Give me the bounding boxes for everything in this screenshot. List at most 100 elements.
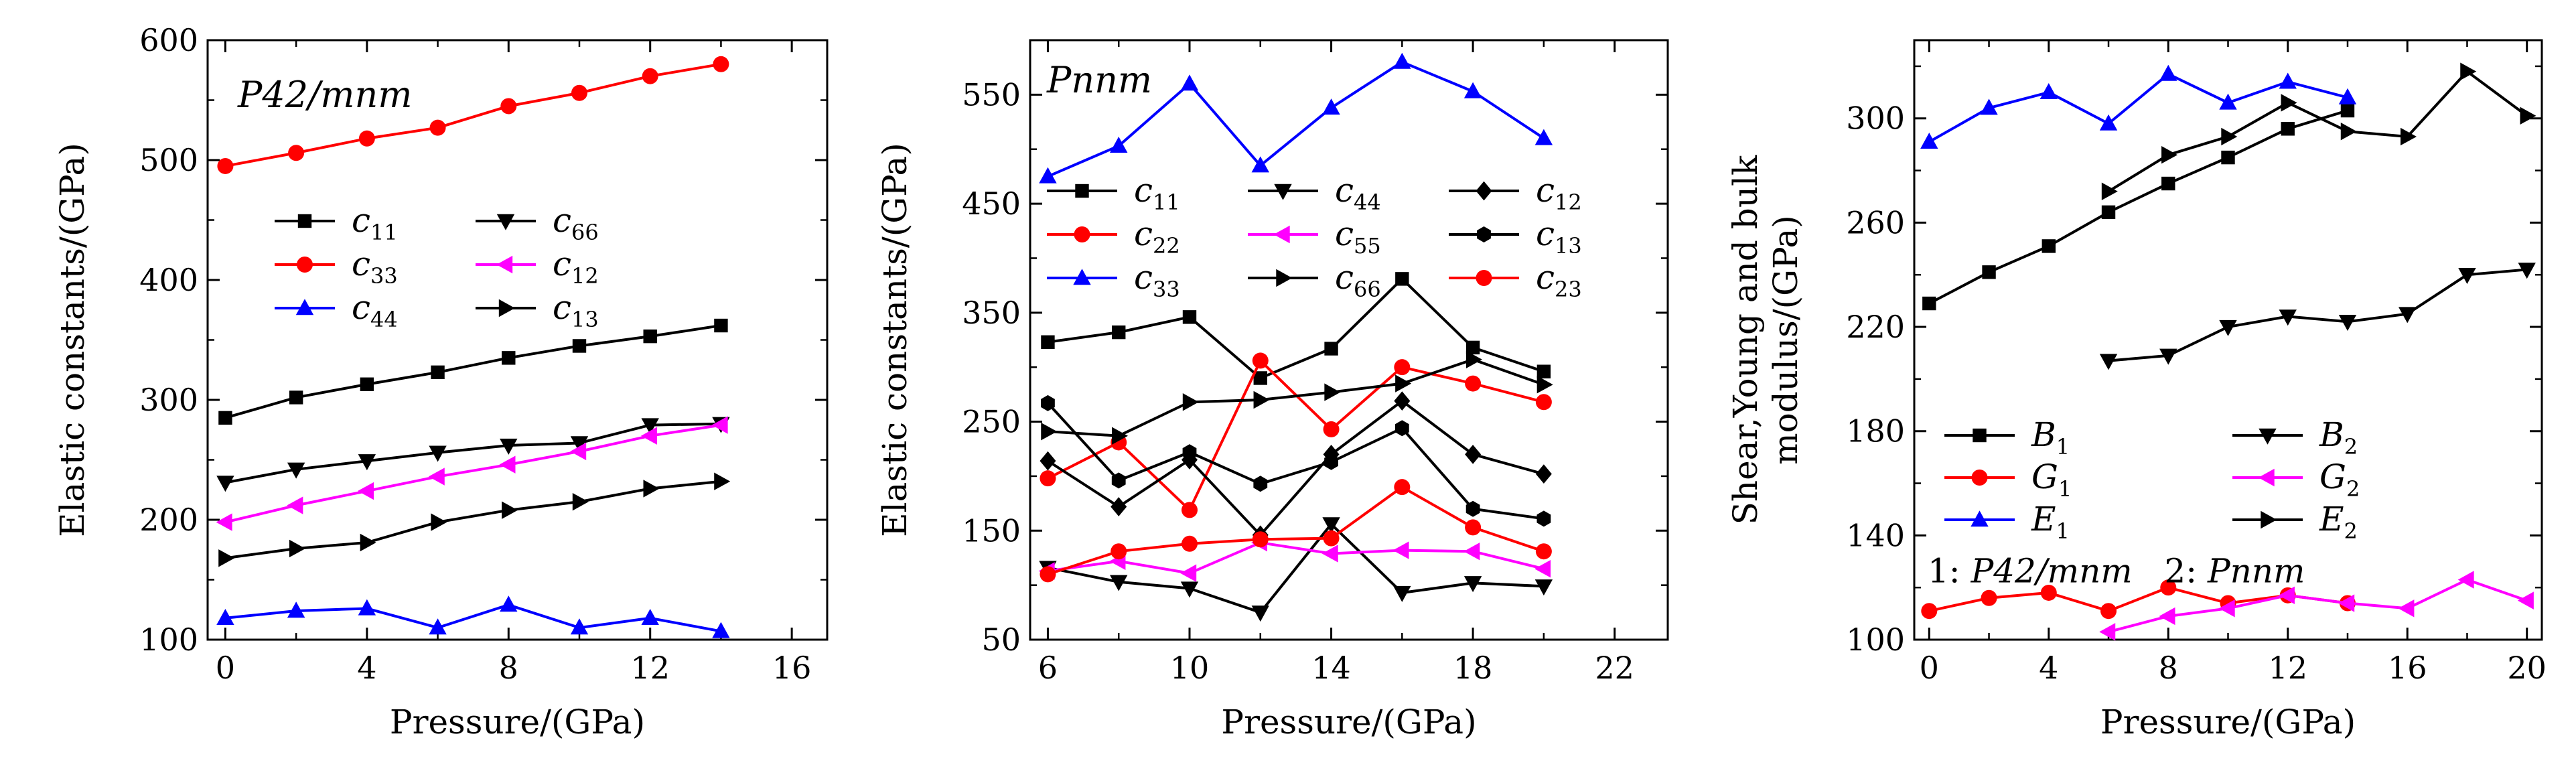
legend-label-B1-subscript: 1 bbox=[2056, 434, 2070, 459]
data-point-c23 bbox=[1040, 566, 1056, 583]
data-point-B2 bbox=[2219, 319, 2237, 336]
legend-label-c22-subscript: 22 bbox=[1153, 233, 1180, 259]
legend-label-G2: G2 bbox=[2319, 457, 2360, 502]
data-point-G2 bbox=[2517, 591, 2534, 610]
legend-label-c44: c44 bbox=[352, 288, 398, 332]
series-c11 bbox=[218, 318, 728, 425]
legend-label-G2-letter: G bbox=[2319, 457, 2346, 496]
legend-label-c33-subscript: 33 bbox=[370, 263, 398, 289]
data-point-E2 bbox=[2340, 122, 2357, 141]
data-point-B2 bbox=[2099, 354, 2118, 370]
series-line-c13 bbox=[1046, 402, 1545, 520]
data-point-c33 bbox=[429, 119, 446, 136]
plot-frame bbox=[1029, 39, 1669, 641]
data-point-c44 bbox=[1251, 606, 1269, 622]
legend-marker-G1 bbox=[1971, 470, 1988, 486]
data-point-c33 bbox=[1039, 167, 1057, 184]
series-c33 bbox=[1039, 52, 1553, 184]
data-point-c66 bbox=[1182, 393, 1199, 411]
data-point-c33 bbox=[1393, 52, 1411, 69]
y-tick-label: 220 bbox=[1846, 309, 1905, 345]
data-point-c55 bbox=[1534, 560, 1551, 578]
legend-label-c11: c11 bbox=[352, 201, 398, 245]
series-line-B1 bbox=[1928, 109, 2348, 305]
legend-label-B1: B1 bbox=[2031, 415, 2070, 459]
legend-label-E2-letter: E bbox=[2319, 500, 2344, 539]
x-tick-label: 14 bbox=[1311, 650, 1351, 686]
series-c11 bbox=[1041, 272, 1551, 385]
data-point-G1 bbox=[1921, 603, 1938, 620]
y-axis-label: Elastic constants/(GPa) bbox=[53, 143, 92, 537]
legend-label-G1-subscript: 1 bbox=[2058, 476, 2072, 502]
series-line-G2 bbox=[2108, 578, 2528, 634]
data-point-c12 bbox=[1465, 444, 1482, 464]
data-point-c22 bbox=[1535, 394, 1552, 411]
data-point-c12 bbox=[640, 427, 657, 445]
data-point-c33 bbox=[713, 56, 729, 72]
y-tick-label: 500 bbox=[139, 142, 198, 178]
data-point-G2 bbox=[2159, 607, 2175, 626]
legend-marker-c13 bbox=[498, 299, 515, 317]
legend-label-E1-letter: E bbox=[2031, 500, 2056, 539]
x-tick-label: 4 bbox=[2039, 650, 2058, 686]
series-B1 bbox=[1922, 103, 2355, 311]
data-point-c23 bbox=[1465, 519, 1482, 536]
legend-marker-B2 bbox=[2259, 428, 2277, 445]
data-point-c12 bbox=[1111, 497, 1127, 516]
data-point-B2 bbox=[2458, 268, 2476, 285]
legend-label-c11-subscript: 11 bbox=[1153, 190, 1180, 215]
legend-label-c55-letter: c bbox=[1335, 214, 1354, 253]
legend-label-c11-letter: c bbox=[1134, 171, 1153, 210]
data-point-c13 bbox=[1253, 476, 1268, 492]
series-line-c11 bbox=[224, 324, 721, 419]
data-point-c33 bbox=[1463, 82, 1482, 98]
x-axis-label: Pressure/(GPa) bbox=[390, 703, 645, 741]
y-tick-label: 100 bbox=[1846, 622, 1905, 658]
series-c23 bbox=[1040, 479, 1552, 583]
data-point-c13 bbox=[360, 533, 376, 552]
data-point-c13 bbox=[1041, 395, 1055, 411]
legend-marker-E1 bbox=[1971, 510, 1989, 527]
series-line-c66 bbox=[1048, 358, 1545, 437]
data-point-B1 bbox=[2281, 122, 2295, 136]
series-line-c23 bbox=[1047, 486, 1545, 576]
legend-marker-c33 bbox=[1073, 269, 1091, 285]
legend-label-E2-subscript: 2 bbox=[2344, 518, 2358, 544]
series-c66 bbox=[1041, 350, 1553, 445]
data-point-c33 bbox=[1180, 74, 1199, 91]
x-tick-label: 0 bbox=[1920, 650, 1939, 686]
data-point-c13 bbox=[643, 480, 660, 498]
data-point-c66 bbox=[1041, 422, 1058, 441]
y-tick-label: 250 bbox=[962, 404, 1021, 440]
series-c66 bbox=[216, 417, 730, 492]
legend-marker-c23 bbox=[1476, 270, 1492, 286]
legend-label-c66: c66 bbox=[553, 201, 599, 245]
y-tick-label: 550 bbox=[962, 76, 1021, 113]
legend-marker-c55 bbox=[1273, 225, 1290, 244]
annotation-phase-2: Pnnm bbox=[2207, 551, 2305, 590]
legend-marker-c33 bbox=[297, 257, 313, 273]
data-point-c66 bbox=[1112, 427, 1129, 445]
legend-label-c44-letter: c bbox=[1335, 171, 1354, 210]
legend-label-c66-subscript: 66 bbox=[1354, 277, 1381, 302]
data-point-B2 bbox=[2518, 263, 2536, 279]
data-point-c11 bbox=[714, 318, 728, 333]
chart-panel-2: 6 10 14 18 22 50 150 250 350 450 550 Pressure/(GPa)… bbox=[875, 39, 1669, 741]
data-point-c44 bbox=[1110, 575, 1128, 591]
series-line-c12 bbox=[224, 423, 721, 524]
data-point-c55 bbox=[1180, 564, 1197, 582]
data-point-E1 bbox=[2279, 72, 2297, 89]
series-G2 bbox=[2099, 571, 2534, 641]
legend-label-c66-letter: c bbox=[553, 201, 571, 240]
data-point-c12 bbox=[570, 442, 587, 461]
legend-marker-c22 bbox=[1074, 226, 1090, 242]
legend-marker-c11 bbox=[297, 214, 312, 228]
data-point-c23 bbox=[1535, 543, 1552, 560]
data-point-E1 bbox=[2040, 83, 2058, 100]
x-tick-label: 18 bbox=[1453, 650, 1493, 686]
data-point-c12 bbox=[216, 513, 232, 531]
data-point-c12 bbox=[358, 482, 374, 500]
y-tick-label: 100 bbox=[139, 622, 198, 658]
